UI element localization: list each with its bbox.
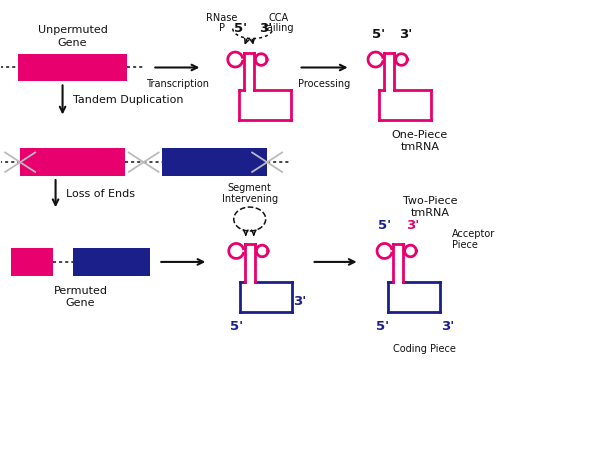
Text: 5': 5' [378, 219, 392, 232]
Text: 3': 3' [293, 295, 306, 308]
Text: Tandem Duplication: Tandem Duplication [73, 95, 183, 105]
Text: Two-Piece: Two-Piece [403, 196, 457, 206]
Text: Permuted: Permuted [54, 286, 108, 296]
Bar [73, 248, 150, 276]
Bar [20, 148, 125, 176]
Text: 3': 3' [441, 320, 455, 333]
Text: Acceptor: Acceptor [452, 229, 495, 239]
Text: 3': 3' [407, 219, 419, 232]
Text: CCA: CCA [269, 13, 289, 23]
Text: tmRNA: tmRNA [400, 142, 439, 152]
Text: Gene: Gene [66, 298, 95, 308]
Text: Gene: Gene [58, 38, 87, 48]
Text: 3': 3' [399, 27, 413, 41]
Text: Processing: Processing [298, 79, 351, 90]
Text: Loss of Ends: Loss of Ends [65, 189, 134, 199]
Text: 5': 5' [230, 320, 243, 333]
Bar [10, 248, 52, 276]
Text: Transcription: Transcription [146, 79, 209, 90]
Text: One-Piece: One-Piece [392, 130, 448, 140]
Text: tailing: tailing [264, 23, 294, 33]
Text: Intervening: Intervening [222, 194, 278, 204]
Bar [163, 148, 267, 176]
Text: 5': 5' [373, 27, 386, 41]
Bar [18, 53, 128, 82]
Text: RNase: RNase [206, 13, 238, 23]
Text: Segment: Segment [228, 183, 272, 193]
Text: 5': 5' [376, 320, 389, 333]
Text: 3': 3' [259, 22, 272, 34]
Text: P: P [219, 23, 225, 33]
Text: Unpermuted: Unpermuted [38, 25, 107, 34]
Text: Piece: Piece [452, 240, 478, 250]
Text: 5': 5' [234, 22, 247, 34]
Text: tmRNA: tmRNA [410, 208, 450, 218]
Text: Coding Piece: Coding Piece [392, 344, 455, 354]
